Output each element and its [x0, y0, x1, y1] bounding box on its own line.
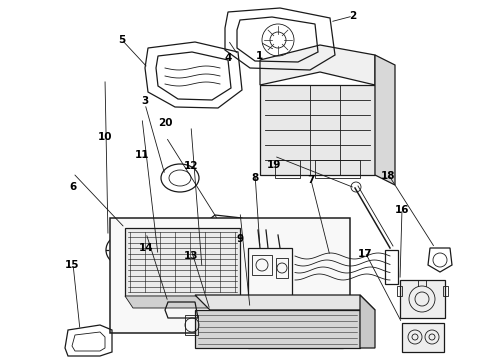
Text: 6: 6	[69, 182, 76, 192]
Text: 10: 10	[98, 132, 113, 142]
Bar	[125, 228, 240, 296]
Polygon shape	[125, 296, 248, 308]
Text: 14: 14	[139, 243, 153, 253]
Polygon shape	[360, 295, 375, 348]
Bar	[397, 286, 402, 296]
Text: 15: 15	[65, 260, 80, 270]
Text: 5: 5	[118, 35, 125, 45]
Text: 4: 4	[224, 53, 232, 63]
Text: 7: 7	[307, 175, 315, 185]
Bar	[110, 218, 350, 333]
Polygon shape	[375, 55, 395, 185]
Text: 20: 20	[158, 118, 173, 128]
Bar	[248, 308, 343, 348]
Bar	[195, 310, 360, 348]
Text: 1: 1	[256, 51, 263, 61]
Text: 16: 16	[394, 204, 409, 215]
Text: 2: 2	[349, 11, 356, 21]
Text: 12: 12	[184, 161, 198, 171]
Bar	[443, 286, 448, 296]
Text: 13: 13	[184, 251, 198, 261]
Text: 8: 8	[251, 173, 258, 183]
Text: 11: 11	[135, 150, 149, 160]
Polygon shape	[260, 85, 375, 175]
Text: 9: 9	[237, 234, 244, 244]
Text: 17: 17	[358, 249, 372, 259]
Bar	[402, 323, 444, 352]
Polygon shape	[195, 295, 375, 310]
Polygon shape	[260, 45, 375, 85]
Bar	[400, 280, 445, 318]
Text: 19: 19	[267, 160, 282, 170]
Text: 3: 3	[141, 96, 148, 106]
Text: 18: 18	[381, 171, 395, 181]
Bar	[202, 268, 232, 284]
